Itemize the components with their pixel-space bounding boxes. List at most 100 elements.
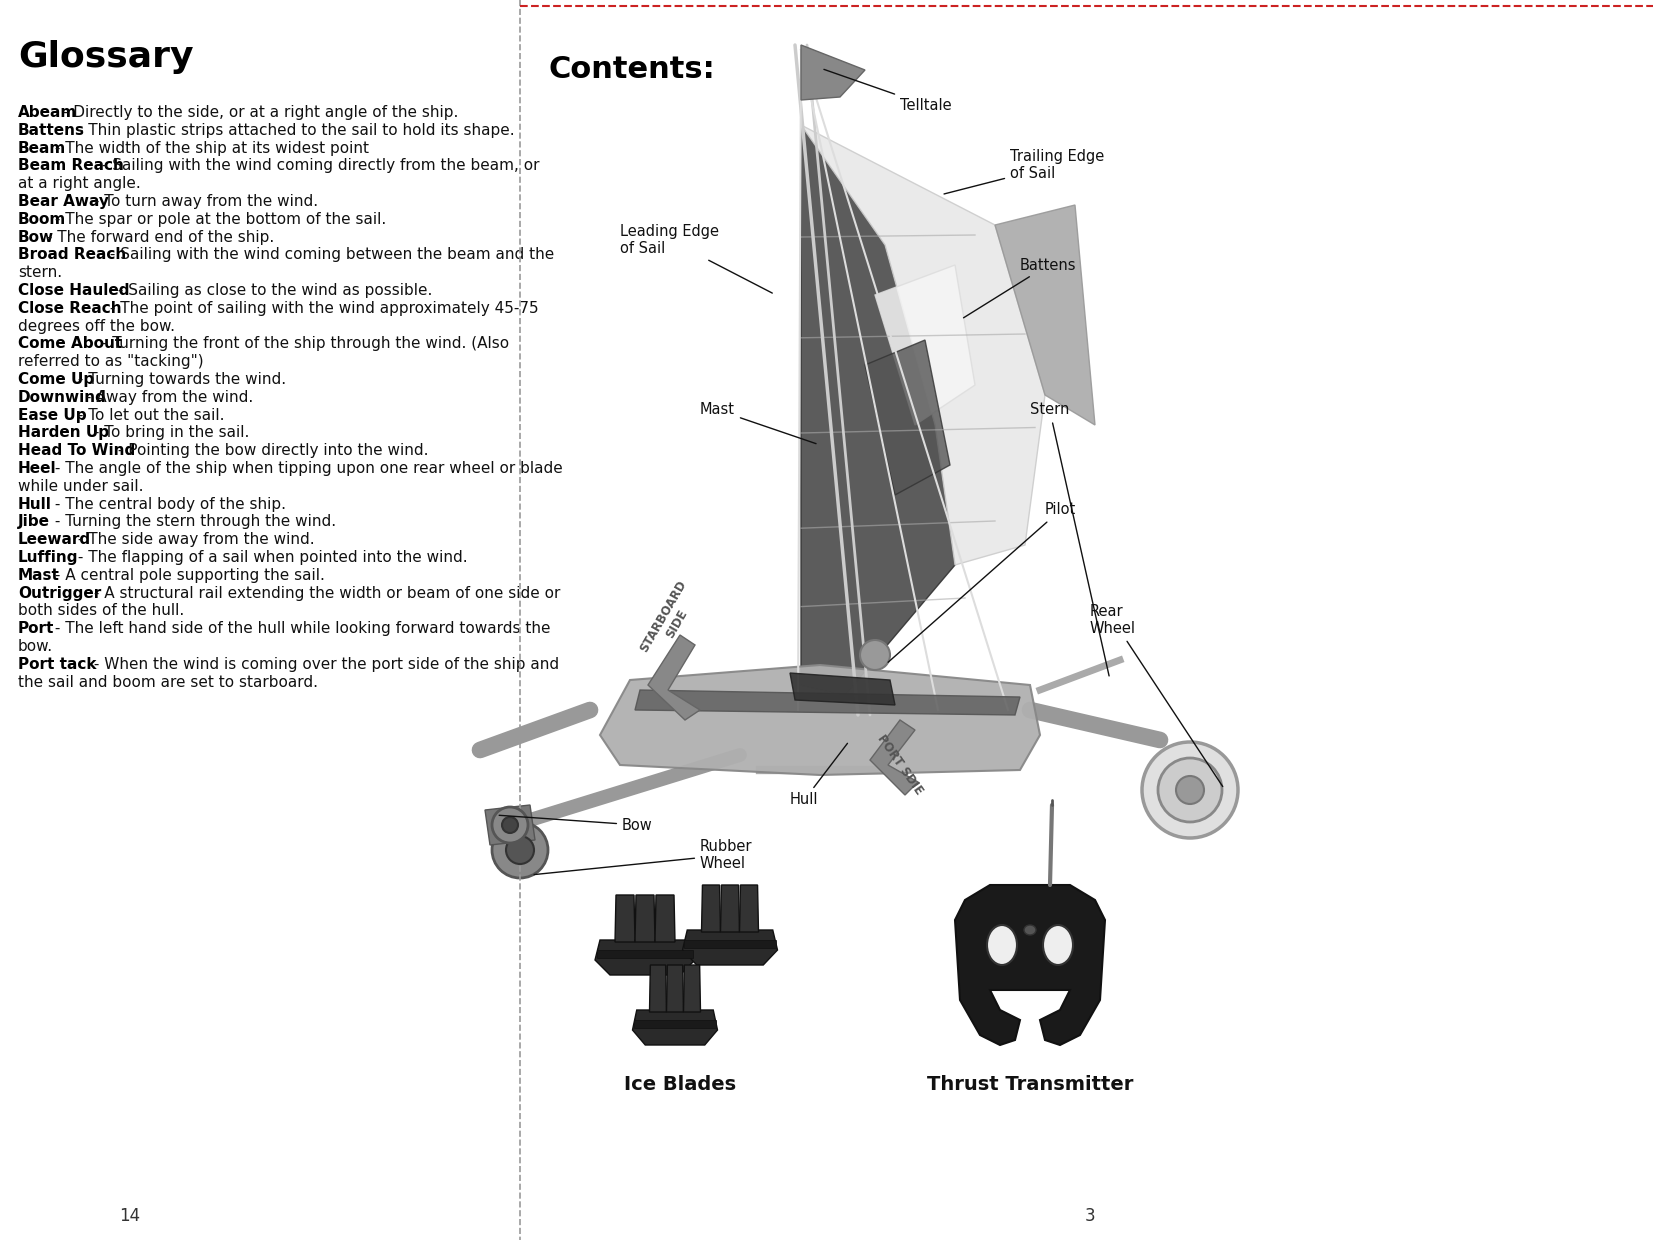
Polygon shape [597,950,693,959]
Circle shape [1142,742,1238,838]
Text: Rear
Wheel: Rear Wheel [1089,604,1223,786]
Text: Bow: Bow [499,815,653,832]
Polygon shape [869,720,917,795]
Text: Boom: Boom [18,212,66,227]
Text: Battens: Battens [964,258,1076,317]
Text: - To let out the sail.: - To let out the sail. [73,408,225,423]
Text: - The flapping of a sail when pointed into the wind.: - The flapping of a sail when pointed in… [73,551,468,565]
Circle shape [493,822,549,878]
Text: Contents:: Contents: [549,55,714,84]
Text: Come Up: Come Up [18,372,94,387]
Ellipse shape [1043,925,1073,965]
Text: - Turning towards the wind.: - Turning towards the wind. [73,372,286,387]
Text: Pilot: Pilot [888,502,1076,662]
Text: both sides of the hull.: both sides of the hull. [18,604,183,619]
Text: - The left hand side of the hull while looking forward towards the: - The left hand side of the hull while l… [50,621,550,636]
Polygon shape [955,885,1104,1045]
Text: Head To Wind: Head To Wind [18,443,136,459]
Text: Harden Up: Harden Up [18,425,109,440]
Text: - The spar or pole at the bottom of the sail.: - The spar or pole at the bottom of the … [50,212,385,227]
Text: - When the wind is coming over the port side of the ship and: - When the wind is coming over the port … [89,657,559,672]
Polygon shape [739,885,759,932]
Text: - Sailing with the wind coming between the beam and the: - Sailing with the wind coming between t… [106,248,554,263]
Text: Bear Away: Bear Away [18,193,109,210]
Polygon shape [995,205,1094,425]
Text: - The angle of the ship when tipping upon one rear wheel or blade: - The angle of the ship when tipping upo… [50,461,562,476]
Text: degrees off the bow.: degrees off the bow. [18,319,175,334]
Polygon shape [865,340,950,495]
Text: Close Reach: Close Reach [18,301,122,316]
Polygon shape [721,885,739,932]
Text: Rubber
Wheel: Rubber Wheel [534,838,752,874]
Text: - Pointing the bow directly into the wind.: - Pointing the bow directly into the win… [112,443,428,459]
Text: stern.: stern. [18,265,63,280]
Text: Telltale: Telltale [823,69,952,113]
Polygon shape [484,805,536,844]
Text: bow.: bow. [18,639,53,653]
Polygon shape [615,895,635,942]
Polygon shape [666,965,683,1012]
Circle shape [1175,776,1203,804]
Text: Downwind: Downwind [18,389,107,404]
Text: - The forward end of the ship.: - The forward end of the ship. [41,229,274,244]
Circle shape [1159,758,1222,822]
Text: the sail and boom are set to starboard.: the sail and boom are set to starboard. [18,675,317,689]
Text: - Sailing as close to the wind as possible.: - Sailing as close to the wind as possib… [112,283,433,298]
Text: Bow: Bow [18,229,55,244]
Text: Stern: Stern [1030,403,1109,676]
Text: Leeward: Leeward [18,532,91,547]
Circle shape [860,640,889,670]
Text: Ice Blades: Ice Blades [623,1075,736,1094]
Text: STARBOARD
SIDE: STARBOARD SIDE [638,578,703,662]
Text: Luffing: Luffing [18,551,78,565]
Text: - Turning the front of the ship through the wind. (Also: - Turning the front of the ship through … [98,336,509,351]
Text: Beam: Beam [18,140,66,155]
Text: 14: 14 [119,1207,141,1225]
Text: - Thin plastic strips attached to the sail to hold its shape.: - Thin plastic strips attached to the sa… [73,123,516,138]
Text: - The width of the ship at its widest point: - The width of the ship at its widest po… [50,140,369,155]
Ellipse shape [987,925,1017,965]
Polygon shape [701,885,721,932]
Text: Come About: Come About [18,336,122,351]
Text: Mast: Mast [18,568,60,583]
Polygon shape [650,965,666,1012]
Text: Jibe: Jibe [18,515,50,529]
Text: - Turning the stern through the wind.: - Turning the stern through the wind. [50,515,336,529]
Text: while under sail.: while under sail. [18,479,144,494]
Text: at a right angle.: at a right angle. [18,176,141,191]
Text: - A central pole supporting the sail.: - A central pole supporting the sail. [50,568,324,583]
Polygon shape [802,45,865,100]
Text: Battens: Battens [18,123,84,138]
Text: Ease Up: Ease Up [18,408,86,423]
Circle shape [506,836,534,864]
Text: Close Hauled: Close Hauled [18,283,129,298]
Text: referred to as "tacking"): referred to as "tacking") [18,355,203,370]
Ellipse shape [1023,925,1036,935]
Text: - To bring in the sail.: - To bring in the sail. [89,425,250,440]
Text: Glossary: Glossary [18,40,193,74]
Polygon shape [635,689,1020,715]
Text: - To turn away from the wind.: - To turn away from the wind. [89,193,319,210]
Text: PORT SDIE: PORT SDIE [874,733,926,797]
Polygon shape [655,895,674,942]
Text: Outrigger: Outrigger [18,585,101,600]
Text: Hull: Hull [790,743,848,807]
Polygon shape [874,265,975,425]
Polygon shape [600,665,1040,775]
Text: - Directly to the side, or at a right angle of the ship.: - Directly to the side, or at a right an… [58,105,458,120]
Text: Hull: Hull [18,496,51,512]
Text: - A structural rail extending the width or beam of one side or: - A structural rail extending the width … [89,585,560,600]
Text: Beam Reach: Beam Reach [18,159,124,174]
Text: - Sailing with the wind coming directly from the beam, or: - Sailing with the wind coming directly … [98,159,539,174]
Text: Mast: Mast [699,403,817,444]
Polygon shape [635,895,655,942]
Polygon shape [635,1021,716,1028]
Circle shape [493,807,527,843]
Text: Broad Reach: Broad Reach [18,248,126,263]
Polygon shape [683,965,701,1012]
Text: - The point of sailing with the wind approximately 45-75: - The point of sailing with the wind app… [106,301,539,316]
Circle shape [503,817,517,833]
Text: Thrust Transmitter: Thrust Transmitter [927,1075,1134,1094]
Polygon shape [595,940,694,975]
Polygon shape [633,1011,717,1045]
